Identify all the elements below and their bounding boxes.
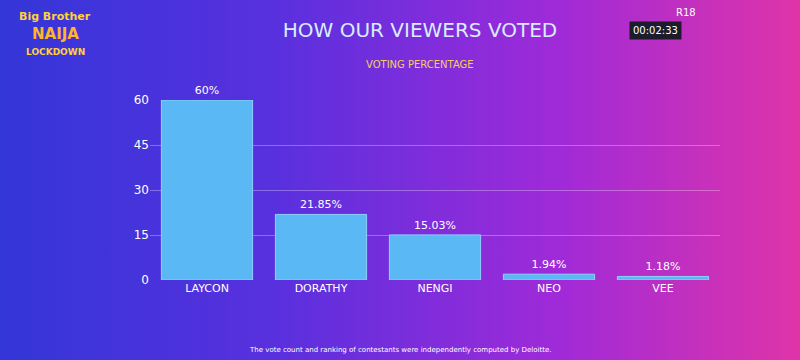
svg-text:NEO: NEO — [537, 282, 561, 295]
svg-text:45: 45 — [134, 138, 149, 152]
svg-text:15: 15 — [134, 228, 149, 242]
svg-text:NENGI: NENGI — [417, 282, 452, 295]
svg-text:DORATHY: DORATHY — [295, 282, 348, 295]
svg-text:15.03%: 15.03% — [414, 219, 456, 232]
svg-text:60: 60 — [134, 93, 149, 107]
svg-text:The vote count and ranking of: The vote count and ranking of contestant… — [249, 346, 551, 354]
svg-text:Big Brother: Big Brother — [19, 10, 91, 23]
svg-text:30: 30 — [134, 183, 149, 197]
svg-text:0: 0 — [141, 273, 149, 287]
svg-text:60%: 60% — [195, 84, 219, 97]
svg-text:VEE: VEE — [652, 282, 673, 295]
svg-text:NAIJA: NAIJA — [32, 25, 79, 43]
svg-text:VOTING PERCENTAGE: VOTING PERCENTAGE — [366, 59, 474, 70]
svg-text:1.18%: 1.18% — [646, 260, 681, 273]
svg-text:R18: R18 — [676, 7, 696, 18]
svg-text:1.94%: 1.94% — [532, 258, 567, 271]
svg-text:LOCKDOWN: LOCKDOWN — [26, 47, 85, 57]
svg-text:21.85%: 21.85% — [300, 198, 342, 211]
svg-text:LAYCON: LAYCON — [185, 282, 229, 295]
svg-text:HOW OUR VIEWERS VOTED: HOW OUR VIEWERS VOTED — [283, 18, 557, 42]
svg-text:00:02:33: 00:02:33 — [633, 25, 678, 36]
